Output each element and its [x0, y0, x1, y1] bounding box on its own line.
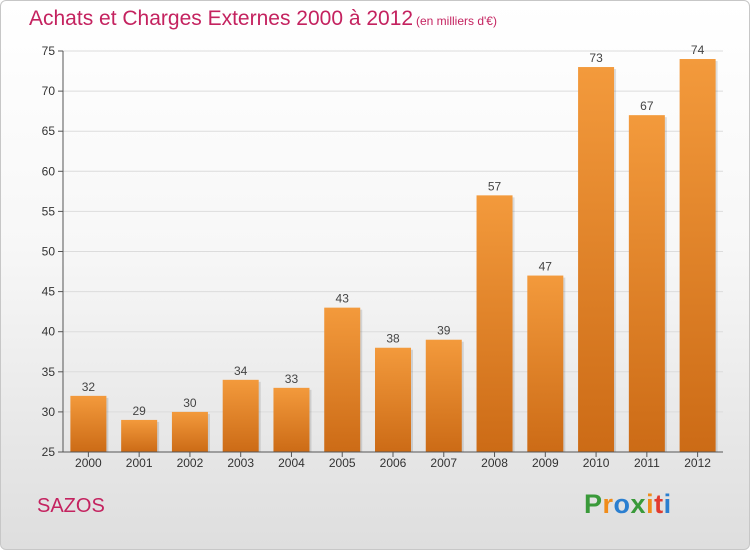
- logo-letter: t: [654, 489, 664, 519]
- y-tick-label: 40: [42, 325, 56, 339]
- x-tick-label: 2007: [430, 456, 457, 470]
- bar: [679, 59, 716, 453]
- y-tick-label: 60: [42, 164, 56, 178]
- bar-value-label: 30: [183, 396, 197, 410]
- bar-value-label: 32: [82, 380, 96, 394]
- y-axis: 25 30 35 40 45 50 55 60 65 70 75: [42, 44, 64, 459]
- chart-title: Achats et Charges Externes 2000 à 2012: [29, 7, 414, 30]
- bar: [375, 347, 411, 452]
- x-tick-label: 2011: [634, 456, 660, 470]
- bar: [121, 419, 158, 452]
- bar: [628, 115, 665, 452]
- bar: [476, 195, 513, 453]
- bar: [578, 67, 615, 452]
- bar: [425, 339, 462, 452]
- bar: [70, 395, 107, 452]
- y-tick-label: 50: [42, 245, 56, 259]
- logo-letter: x: [630, 489, 647, 519]
- bar-value-label: 38: [386, 332, 400, 346]
- x-tick-label: 2001: [126, 456, 153, 470]
- bar: [222, 379, 259, 452]
- bars: 32 29 30 34 33 43 38 39 57 47 73 67 74: [70, 43, 718, 453]
- x-tick-label: 2005: [329, 456, 356, 470]
- bar-value-label: 67: [640, 99, 654, 113]
- y-tick-label: 45: [42, 285, 56, 299]
- bar-value-label: 74: [691, 43, 705, 57]
- y-tick-label: 65: [42, 124, 56, 138]
- y-tick-label: 55: [42, 204, 56, 218]
- proxiti-logo: Proxiti: [584, 489, 672, 520]
- y-tick-label: 30: [42, 405, 56, 419]
- logo-letter: i: [646, 489, 655, 519]
- x-tick-label: 2003: [227, 456, 254, 470]
- x-tick-label: 2000: [75, 456, 102, 470]
- bar-value-label: 57: [488, 179, 502, 193]
- logo-letter: i: [663, 489, 672, 519]
- bar: [171, 411, 208, 452]
- commune-name: SAZOS: [37, 495, 105, 517]
- bar-value-label: 73: [589, 51, 603, 65]
- y-tick-label: 25: [42, 445, 56, 459]
- bar: [527, 275, 564, 452]
- logo-letter: o: [613, 489, 631, 519]
- y-tick-label: 70: [42, 84, 56, 98]
- x-tick-label: 2006: [380, 456, 407, 470]
- bar: [273, 387, 310, 452]
- bar-value-label: 33: [285, 372, 299, 386]
- x-tick-label: 2008: [481, 456, 508, 470]
- x-tick-label: 2009: [532, 456, 559, 470]
- x-tick-label: 2012: [684, 456, 711, 470]
- chart-unit: (en milliers d'€): [416, 14, 497, 28]
- bar: [324, 307, 361, 452]
- bar-value-label: 43: [336, 292, 350, 306]
- x-tick-label: 2010: [583, 456, 610, 470]
- x-tick-label: 2002: [177, 456, 204, 470]
- x-tick-label: 2004: [278, 456, 305, 470]
- logo-letter: P: [584, 489, 603, 519]
- bar-value-label: 34: [234, 364, 248, 378]
- y-tick-label: 75: [42, 44, 56, 58]
- x-axis: 2000 2001 2002 2003 2004 2005 2006 2007 2008 2009…: [63, 451, 723, 470]
- bar-value-label: 47: [539, 260, 553, 274]
- y-tick-label: 35: [42, 365, 56, 379]
- bar-value-label: 29: [132, 404, 146, 418]
- logo-letter: r: [602, 489, 614, 519]
- bar-value-label: 39: [437, 324, 451, 338]
